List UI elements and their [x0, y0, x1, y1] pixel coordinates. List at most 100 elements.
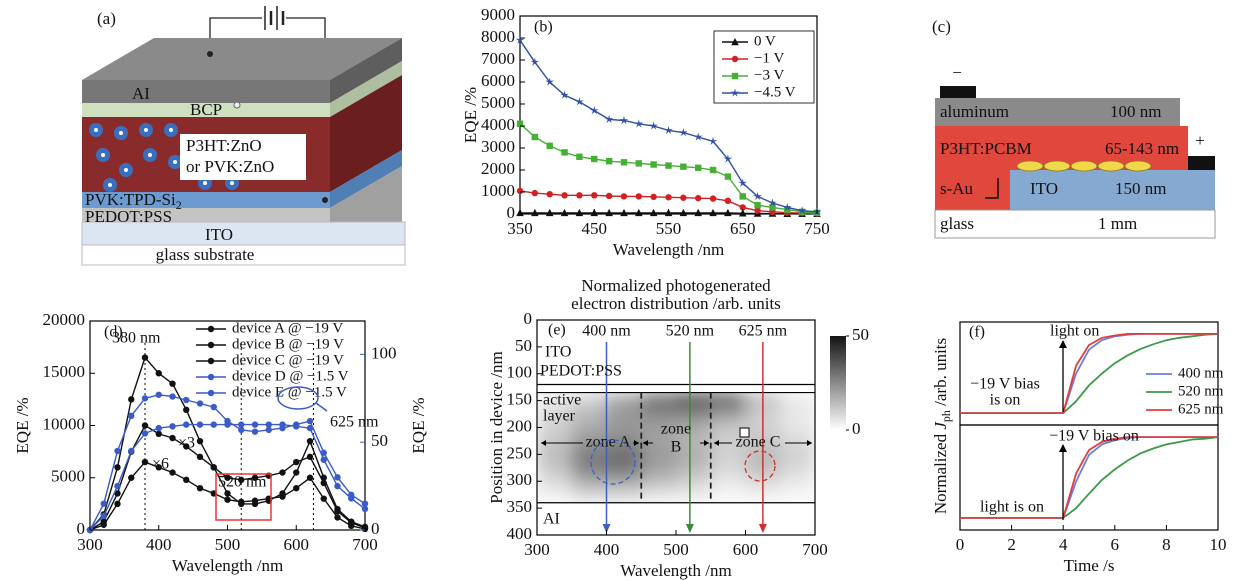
x-tick-label: 350 [507, 219, 533, 238]
data-point [605, 192, 613, 200]
data-point [649, 208, 658, 217]
contour-cell [710, 461, 746, 476]
x-axis-label: Wavelength /nm [620, 561, 731, 580]
contour-cell [571, 407, 607, 422]
carrier-centers [94, 128, 234, 187]
data-point [251, 421, 259, 428]
data-point [238, 476, 245, 484]
data-point [709, 208, 717, 217]
data-point [665, 162, 672, 169]
annotation: zone C [736, 434, 781, 451]
contour-cell [537, 407, 573, 422]
data-point [768, 198, 777, 207]
annotation: AI [543, 511, 560, 528]
y-axis-label: Position in device /nm [487, 351, 506, 504]
chart-title: Normalized photogenerated [581, 276, 771, 295]
x-tick-label: 8 [1162, 535, 1171, 554]
layer-label: ITO [1030, 179, 1058, 198]
panel-label: (e) [548, 322, 566, 339]
contour-cell [780, 487, 815, 502]
marker-square [739, 427, 750, 438]
arrow-head [704, 440, 709, 446]
highlight-ellipse [277, 386, 319, 410]
data-point [141, 458, 149, 466]
annotation: zone A [586, 434, 631, 451]
x-tick-label: 500 [215, 535, 241, 554]
data-point [754, 202, 761, 209]
glass-layer [81, 244, 406, 266]
y-tick-label: 150 [507, 390, 533, 409]
data-point [531, 208, 539, 217]
y2-tick-label: 0 [371, 519, 380, 538]
contour-cell [571, 474, 607, 489]
zone-circle [590, 439, 636, 485]
data-point [530, 57, 540, 66]
data-point [694, 208, 702, 217]
colorbar-tick-label: 0 [852, 419, 861, 438]
data-point [224, 496, 231, 503]
data-point [680, 163, 687, 170]
layer-label: aluminum [940, 102, 1009, 121]
x-tick-label: 400 [146, 535, 172, 554]
data-point [516, 187, 524, 195]
plot-frame [959, 424, 1219, 531]
x-axis-label: Time /s [1064, 556, 1115, 575]
data-point [664, 125, 673, 135]
data-point [293, 469, 300, 476]
label-box [180, 134, 306, 180]
data-point [306, 417, 314, 425]
colorbar-tick-label: 50 [852, 325, 869, 344]
y-tick-label: 7000 [481, 49, 515, 68]
annotation: PEDOT:PSS [540, 363, 622, 380]
y-tick-label: 15000 [43, 362, 86, 381]
data-point [605, 158, 613, 165]
legend-label: −3 V [754, 67, 784, 83]
data-point [723, 154, 733, 163]
arrow-head [685, 524, 694, 533]
y-axis-label: EQE /% [13, 397, 32, 453]
contour-cell [571, 420, 607, 435]
x-tick-label: 750 [804, 219, 830, 238]
data-point [575, 208, 584, 217]
contour-cell [676, 434, 712, 449]
y-tick-label: 2000 [481, 159, 515, 178]
data-point [279, 493, 286, 500]
layer-label: ITO [205, 225, 233, 244]
annotation: active [543, 392, 581, 409]
data-point [210, 421, 217, 428]
side-face [330, 166, 402, 222]
data-point [515, 35, 525, 44]
legend-label: 400 nm [1178, 365, 1224, 381]
legend-marker [731, 55, 739, 63]
electrode [940, 86, 976, 98]
chart-title: electron distribution /arb. units [571, 294, 781, 313]
x-tick-label: 450 [582, 219, 608, 238]
data-point [224, 490, 231, 497]
contour-cell [606, 461, 642, 476]
polarity: + [1195, 131, 1205, 150]
y-tick-label: 6000 [481, 71, 515, 90]
wavelength-label: 625 nm [739, 323, 788, 340]
contour-cell [571, 434, 607, 449]
y-tick-label: 8000 [481, 27, 515, 46]
data-point [196, 400, 204, 407]
data-point [619, 115, 629, 125]
contour-cell [676, 393, 712, 408]
legend-marker [207, 341, 215, 349]
data-point [797, 206, 807, 215]
x-tick-label: 700 [352, 535, 378, 554]
legend-label: 625 nm [1178, 401, 1224, 417]
data-point [695, 194, 702, 202]
data-point [196, 437, 204, 445]
data-point [155, 391, 162, 398]
data-point [320, 456, 327, 463]
layer-label: 1 mm [1098, 214, 1137, 233]
contour-cell [641, 393, 677, 408]
data-point [575, 97, 584, 106]
data-point [306, 474, 314, 481]
annotation: light is on [980, 499, 1044, 516]
data-point [679, 208, 688, 217]
contour-cell [571, 461, 607, 476]
contact [207, 51, 213, 57]
